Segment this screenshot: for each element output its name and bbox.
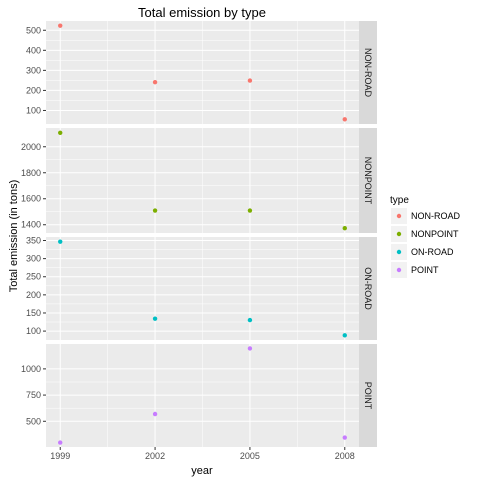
- facet-strip: [359, 237, 377, 340]
- data-point-on-road-2008: [342, 333, 347, 338]
- legend-label: NON-ROAD: [411, 211, 460, 221]
- x-tick-label: 2008: [335, 451, 355, 461]
- legend-key-point: [396, 267, 402, 273]
- y-tick-label: 100: [26, 326, 41, 336]
- facet-strip-label: POINT: [363, 382, 373, 410]
- y-tick-label: 250: [26, 272, 41, 282]
- legend-key-on-road: [396, 249, 402, 255]
- data-point-nonpoint-1999: [58, 130, 63, 135]
- legend-label: NONPOINT: [411, 229, 459, 239]
- y-tick-label: 1600: [21, 194, 41, 204]
- y-tick-label: 350: [26, 236, 41, 246]
- facet-panel-on-road: 100 150 200 250 300 350 ON-ROAD: [26, 236, 377, 340]
- y-tick-label: 100: [26, 105, 41, 115]
- legend-title: type: [390, 195, 409, 206]
- facet-panel-point: 500 750 1000 POINT: [21, 344, 377, 447]
- legend-key-nonpoint: [396, 231, 402, 237]
- data-point-non-road-2002: [152, 80, 158, 85]
- facet-strip: [359, 21, 377, 124]
- data-point-nonpoint-2002: [152, 208, 158, 213]
- facet-panels: 100 200 300 400 500 NON-ROAD 1400 1600 1800 2000 N…: [21, 21, 377, 447]
- facet-strip-label: ON-ROAD: [363, 267, 373, 310]
- legend-label: ON-ROAD: [411, 247, 454, 257]
- data-point-non-road-2008: [342, 117, 347, 122]
- data-point-point-2002: [152, 411, 158, 417]
- facet-strip-label: NONPOINT: [363, 157, 373, 205]
- x-axis-title: year: [191, 465, 213, 477]
- legend-label: POINT: [411, 265, 439, 275]
- y-tick-label: 750: [26, 390, 41, 400]
- facet-strip-label: NON-ROAD: [363, 48, 373, 97]
- y-tick-label: 1400: [21, 220, 41, 230]
- data-point-on-road-2005: [247, 317, 253, 323]
- x-tick-label: 2005: [240, 451, 260, 461]
- y-tick-label: 200: [26, 85, 41, 95]
- y-tick-label: 300: [26, 254, 41, 264]
- data-point-point-1999: [58, 440, 63, 445]
- x-tick-label: 1999: [50, 451, 70, 461]
- y-tick-label: 500: [26, 25, 41, 35]
- x-axis: 1999 2002 2005 2008: [50, 447, 355, 461]
- data-point-on-road-1999: [58, 239, 63, 244]
- y-tick-label: 150: [26, 308, 41, 318]
- y-tick-label: 2000: [21, 142, 41, 152]
- y-tick-label: 500: [26, 416, 41, 426]
- facet-panel-nonpoint: 1400 1600 1800 2000 NONPOINT: [21, 128, 377, 233]
- legend-key-non-road: [396, 213, 402, 219]
- data-point-nonpoint-2008: [342, 226, 347, 231]
- chart-title: Total emission by type: [138, 5, 266, 20]
- y-tick-label: 1000: [21, 364, 41, 374]
- y-axis-title: Total emission (in tons): [8, 180, 20, 293]
- y-tick-label: 300: [26, 65, 41, 75]
- y-tick-label: 400: [26, 45, 41, 55]
- x-tick-label: 2002: [145, 451, 165, 461]
- y-tick-label: 200: [26, 290, 41, 300]
- data-point-nonpoint-2005: [247, 208, 253, 213]
- data-point-on-road-2002: [152, 316, 158, 321]
- data-point-point-2005: [247, 346, 253, 351]
- data-point-point-2008: [342, 435, 347, 440]
- facet-panel-non-road: 100 200 300 400 500 NON-ROAD: [26, 21, 377, 124]
- data-point-non-road-1999: [58, 23, 63, 28]
- facet-strip: [359, 128, 377, 233]
- data-point-non-road-2005: [247, 78, 253, 83]
- facet-strip: [359, 344, 377, 447]
- y-tick-label: 1800: [21, 168, 41, 178]
